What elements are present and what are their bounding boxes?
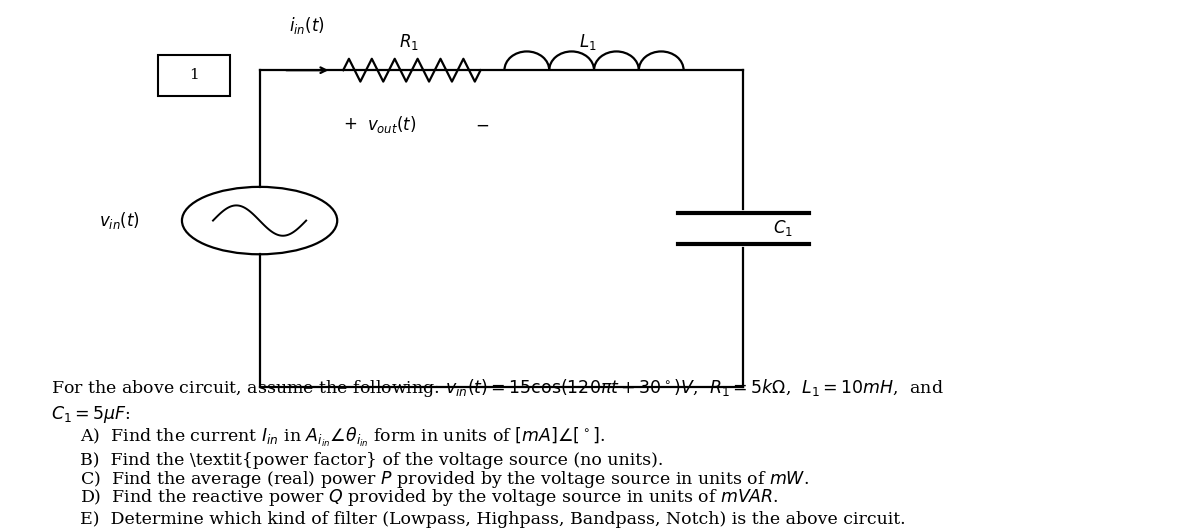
Text: 1: 1 (190, 68, 199, 83)
Text: $C_1 = 5\mu F$:: $C_1 = 5\mu F$: (50, 404, 131, 425)
Text: $R_1$: $R_1$ (398, 32, 419, 52)
Text: E)  Determine which kind of filter (Lowpass, Highpass, Bandpass, Notch) is the a: E) Determine which kind of filter (Lowpa… (80, 510, 906, 527)
Text: C)  Find the average (real) power $P$ provided by the voltage source in units of: C) Find the average (real) power $P$ pro… (80, 469, 810, 490)
Text: A)  Find the current $I_{in}$ in $A_{i_{in}}\angle\theta_{i_{in}}$ form in units: A) Find the current $I_{in}$ in $A_{i_{i… (80, 426, 606, 449)
Text: $v_{out}(t)$: $v_{out}(t)$ (367, 114, 416, 135)
Text: $+$: $+$ (343, 116, 358, 133)
FancyBboxPatch shape (158, 54, 229, 96)
Text: D)  Find the reactive power $Q$ provided by the voltage source in units of $mVAR: D) Find the reactive power $Q$ provided … (80, 487, 779, 508)
Text: $v_{in}(t)$: $v_{in}(t)$ (100, 210, 140, 231)
Text: $C_1$: $C_1$ (773, 218, 793, 239)
Text: $-$: $-$ (474, 116, 488, 133)
Text: $L_1$: $L_1$ (580, 32, 596, 52)
Text: $i_{in}(t)$: $i_{in}(t)$ (289, 15, 325, 37)
Text: For the above circuit, assume the following: $v_{in}(t) = 15\cos(120\pi t + 30^\: For the above circuit, assume the follow… (50, 378, 943, 399)
Text: B)  Find the \textit{power factor} of the voltage source (no units).: B) Find the \textit{power factor} of the… (80, 452, 664, 469)
